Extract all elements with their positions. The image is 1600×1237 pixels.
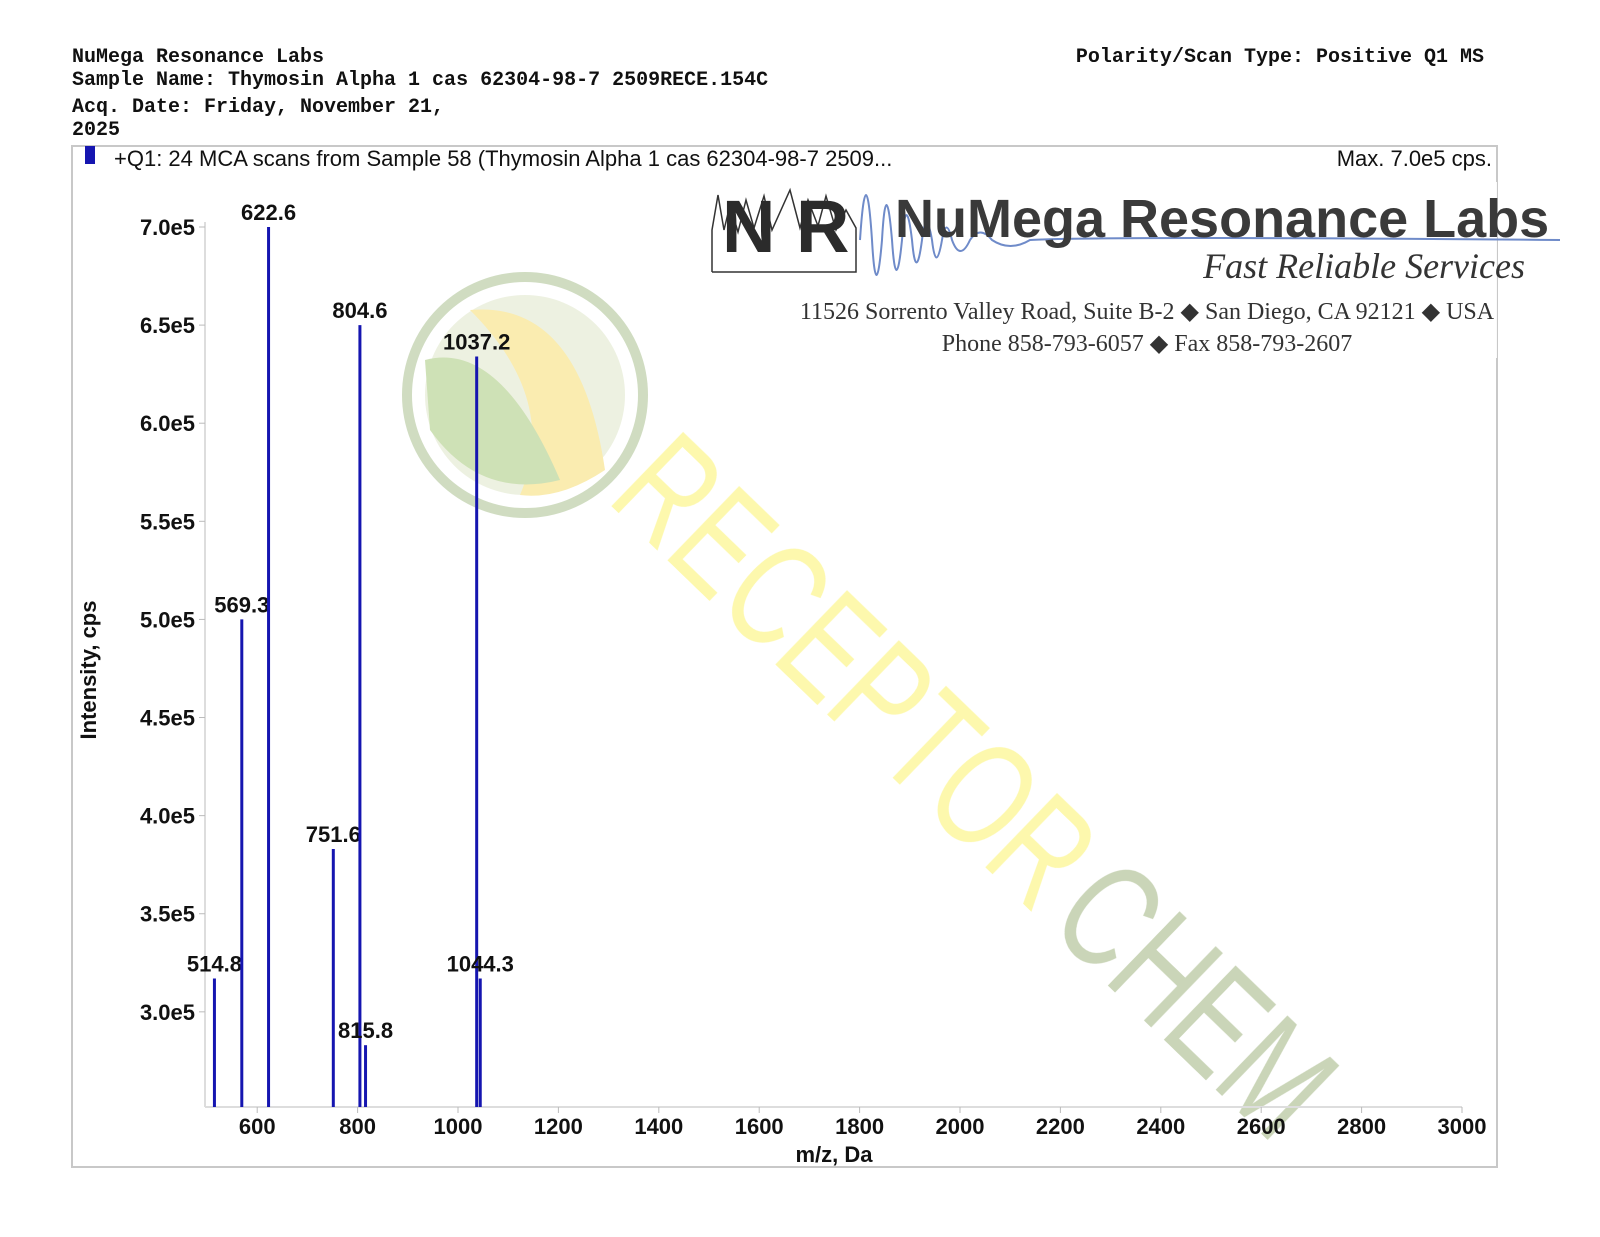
y-tick-label: 4.5e5 xyxy=(140,706,195,731)
peak-label: 514.8 xyxy=(187,951,242,976)
lab-name: NuMega Resonance Labs xyxy=(72,46,324,69)
x-tick-label: 1600 xyxy=(735,1114,784,1139)
x-tick-label: 3000 xyxy=(1438,1114,1487,1139)
logo-bg xyxy=(700,182,1497,358)
watermark-ring xyxy=(402,272,648,518)
x-tick-label: 800 xyxy=(339,1114,376,1139)
legend-swatch xyxy=(85,146,95,164)
logo-phone: Phone 858-793-6057 ◆ Fax 858-793-2607 xyxy=(942,331,1352,357)
plot-frame xyxy=(71,145,1498,1168)
peak-label: 815.8 xyxy=(338,1018,393,1043)
polarity: Polarity/Scan Type: Positive Q1 MS xyxy=(1076,46,1484,69)
watermark-word: RECEPTOR xyxy=(583,402,1130,938)
peak-label: 1044.3 xyxy=(447,951,514,976)
watermark: RECEPTORCHEM xyxy=(402,272,1369,1169)
logo-name: NuMega Resonance Labs xyxy=(895,189,1549,249)
y-tick-label: 3.5e5 xyxy=(140,902,195,927)
x-tick-label: 1000 xyxy=(434,1114,483,1139)
y-tick-label: 5.5e5 xyxy=(140,509,195,534)
x-tick-label: 2800 xyxy=(1337,1114,1386,1139)
watermark-leaf xyxy=(470,309,605,496)
watermark-text: RECEPTORCHEM xyxy=(583,402,1369,1169)
peak-label: 569.3 xyxy=(214,592,269,617)
x-tick-label: 2600 xyxy=(1237,1114,1286,1139)
watermark-leaf xyxy=(425,357,560,485)
y-tick-label: 6.5e5 xyxy=(140,313,195,338)
peak-label: 622.6 xyxy=(241,200,296,225)
logo-address: 11526 Sorrento Valley Road, Suite B-2 ◆ … xyxy=(800,299,1495,325)
y-tick-label: 4.0e5 xyxy=(140,804,195,829)
peak-label: 751.6 xyxy=(306,822,361,847)
sample-name: Sample Name: Thymosin Alpha 1 cas 62304-… xyxy=(72,69,768,92)
x-axis-title: m/z, Da xyxy=(795,1142,873,1167)
logo-box xyxy=(711,187,857,273)
y-axis-title: Intensity, cps xyxy=(76,601,101,740)
x-tick-label: 1400 xyxy=(634,1114,683,1139)
x-tick-label: 2000 xyxy=(936,1114,985,1139)
x-tick-label: 1800 xyxy=(835,1114,884,1139)
x-tick-label: 600 xyxy=(239,1114,276,1139)
x-tick-label: 1200 xyxy=(534,1114,583,1139)
x-tick-label: 2400 xyxy=(1136,1114,1185,1139)
max-annotation: Max. 7.0e5 cps. xyxy=(1337,146,1492,171)
acq-date: Acq. Date: Friday, November 21, xyxy=(72,96,444,119)
peak-label: 804.6 xyxy=(332,298,387,323)
logo-slogan: Fast Reliable Services xyxy=(1202,246,1525,286)
y-tick-label: 5.0e5 xyxy=(140,607,195,632)
legend-label: +Q1: 24 MCA scans from Sample 58 (Thymos… xyxy=(114,146,892,171)
y-tick-label: 6.0e5 xyxy=(140,411,195,436)
x-tick-label: 2200 xyxy=(1036,1114,1085,1139)
y-tick-label: 3.0e5 xyxy=(140,1000,195,1025)
logo-wave xyxy=(859,194,1561,276)
logo: N R NuMega Resonance Labs Fast Reliable … xyxy=(700,182,1561,358)
logo-initials: N R xyxy=(722,185,849,268)
peak-label: 1037.2 xyxy=(443,329,510,354)
y-tick-label: 7.0e5 xyxy=(140,215,195,240)
acq-year: 2025 xyxy=(72,119,120,142)
